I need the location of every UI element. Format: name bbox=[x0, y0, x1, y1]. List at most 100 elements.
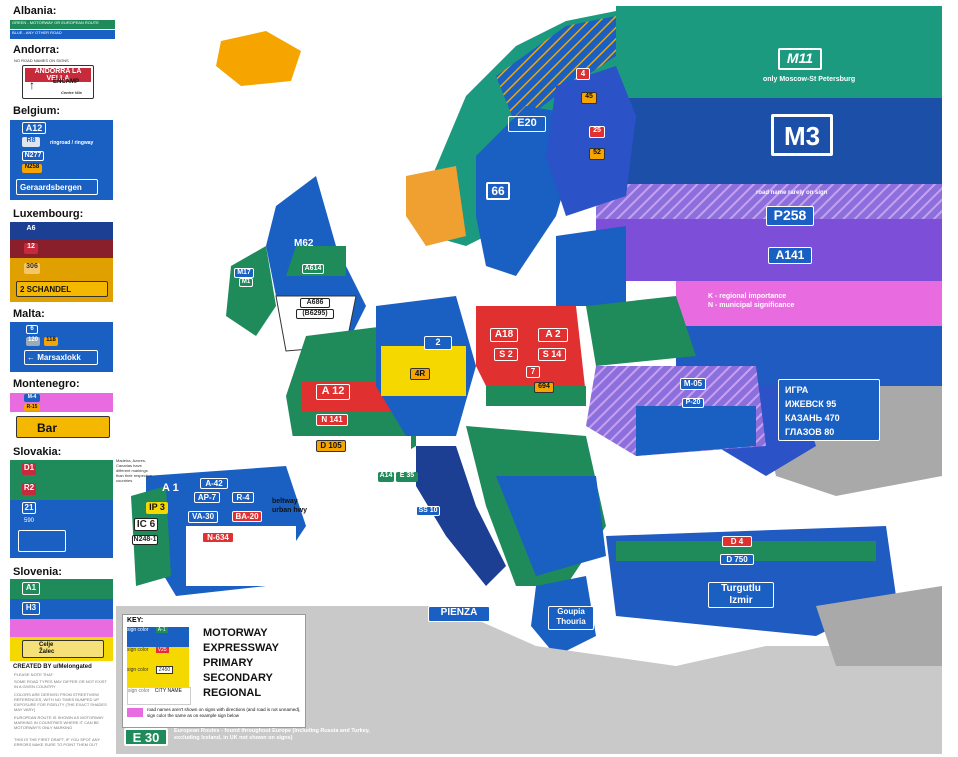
key-type-3: SECONDARY bbox=[203, 672, 273, 684]
key-row-1-example: V25 bbox=[155, 647, 169, 653]
slovakia-blue-swatch bbox=[10, 500, 113, 558]
key-row-0-example: A-1 bbox=[155, 627, 168, 633]
greece-thouria: Thouria bbox=[556, 617, 586, 626]
portugal-n248-label: N248-1 bbox=[132, 535, 158, 545]
luxembourg-cr-sign: 306 bbox=[24, 263, 40, 274]
andorra-sign: ANDORRA LA VELLA ENCAMP Centre Vila ↑ bbox=[22, 65, 94, 99]
luxembourg-title: Luxembourg: bbox=[13, 208, 84, 220]
belgium-direction-sign: Geraardsbergen bbox=[16, 179, 98, 195]
finland-shape bbox=[546, 66, 636, 216]
malta-panel bbox=[10, 322, 113, 372]
key-box: KEY: sign color A-1 sign color V25 sign … bbox=[122, 614, 306, 728]
slovakia-s-sign: 590 bbox=[24, 518, 35, 524]
luxembourg-a-sign: A6 bbox=[26, 225, 36, 232]
italy-ss10-label: SS 10 bbox=[416, 506, 440, 516]
france-d105-label: D 105 bbox=[316, 440, 346, 452]
note-3: EUROPEAN ROUTE IS SHOWN AS MOTORWAY MARK… bbox=[14, 715, 104, 730]
key-type-4: REGIONAL bbox=[203, 687, 262, 699]
montenegro-title: Montenegro: bbox=[13, 378, 80, 390]
portugal-ip3-label: IP 3 bbox=[146, 502, 168, 514]
malta-b2-sign: 118 bbox=[44, 337, 58, 346]
slovenia-dir1: Celje bbox=[39, 642, 54, 648]
credit: CREATED BY u/Melongated bbox=[13, 664, 92, 670]
russia-sign-line-0: ИГРА bbox=[785, 385, 809, 395]
key-type-1: EXPRESSWAY bbox=[203, 642, 280, 654]
albania-green-swatch: GREEN - MOTORWAY OR EUROPEAN ROUTE bbox=[10, 20, 115, 29]
slovakia-d-sign: D1 bbox=[22, 463, 36, 475]
turkey-d4-label: D 4 bbox=[722, 536, 752, 547]
finland-4-sign: 4 bbox=[576, 68, 590, 80]
middle-east-gray bbox=[816, 586, 942, 666]
italy-pienza-sign: PIENZA bbox=[428, 606, 490, 622]
france-white-band bbox=[291, 436, 411, 476]
malta-direction-text: Marsaxlokk bbox=[37, 353, 81, 362]
russia-k-note: K - regional importance bbox=[708, 293, 787, 300]
uk-b6295-label: (B6295) bbox=[296, 309, 334, 319]
norway-e20-sign: E20 bbox=[508, 116, 546, 132]
russia-sign-line-3: ГЛАЗОВ 80 bbox=[785, 427, 835, 437]
poland-s14-label: S 14 bbox=[538, 348, 566, 361]
montenegro-r-swatch bbox=[10, 403, 113, 412]
poland-s2-label: S 2 bbox=[494, 348, 518, 361]
ireland-m17-label: M17 bbox=[234, 268, 254, 278]
eroute-note: European Routes - found throughout Europ… bbox=[174, 728, 370, 741]
note-4: THIS IS THE FIRST DRAFT, IF YOU SPOT ANY… bbox=[14, 737, 101, 747]
france-n141-label: N 141 bbox=[316, 414, 348, 426]
luxembourg-motorway-swatch bbox=[10, 222, 113, 240]
finland-25-sign: 25 bbox=[589, 126, 605, 138]
russia-band-pink bbox=[676, 281, 942, 326]
note-0: PLEASE NOTE THAT: bbox=[14, 672, 54, 677]
spain-n634-label: N-634 bbox=[202, 532, 234, 543]
denmark-2-label: 2 bbox=[424, 336, 452, 350]
iceland-shape bbox=[216, 31, 301, 86]
arrow-up-icon: ↑ bbox=[29, 78, 35, 92]
malta-title: Malta: bbox=[13, 308, 45, 320]
switzerland-a14-label: A14 bbox=[378, 472, 394, 482]
finland-52-sign: 52 bbox=[589, 148, 605, 160]
poland-a2-label: A 2 bbox=[538, 328, 568, 342]
greece-goupia: Goupia bbox=[557, 607, 585, 616]
key-row-motorway: sign color A-1 bbox=[127, 627, 189, 647]
slovenia-title: Slovenia: bbox=[13, 566, 62, 578]
key-row-primary: sign color V25 bbox=[127, 647, 189, 667]
slovakia-title: Slovakia: bbox=[13, 446, 62, 458]
africa-gray bbox=[116, 606, 942, 754]
belarus-shape bbox=[586, 296, 696, 366]
russia-p258-sign: P258 bbox=[766, 206, 814, 226]
ireland-m1-label: M1 bbox=[239, 278, 253, 287]
spain-va30-label: VA-30 bbox=[188, 511, 218, 523]
spain-r4-label: R-4 bbox=[232, 492, 254, 503]
key-pink-swatch bbox=[127, 708, 143, 717]
malta-b1-sign: 120 bbox=[26, 337, 40, 346]
belgium-r-sign: R8 bbox=[22, 137, 40, 147]
key-row-regional: sign color CITY NAME bbox=[127, 687, 191, 705]
albania-title: Albania: bbox=[13, 5, 57, 17]
russia-n-note: N - municipal significance bbox=[708, 302, 795, 309]
key-pink-note: road names aren't shown on signs with di… bbox=[147, 707, 301, 718]
poland-green-band bbox=[486, 386, 586, 406]
baltics-shape bbox=[556, 226, 626, 306]
key-type-0: MOTORWAY bbox=[203, 627, 268, 639]
eroute-sign: E 30 bbox=[124, 728, 168, 746]
turkey-izmir: Izmir bbox=[729, 595, 753, 606]
montenegro-direction-sign: Bar bbox=[16, 416, 110, 438]
uk-a686-label: A686 bbox=[300, 298, 330, 308]
malta-a-sign: 6 bbox=[26, 325, 38, 334]
belgium-a-sign: A12 bbox=[22, 122, 46, 134]
montenegro-m-swatch bbox=[10, 393, 113, 403]
belgium-n2-sign: N258 bbox=[22, 164, 42, 173]
belgium-n1-sign: N277 bbox=[22, 151, 44, 161]
spain-ba20-label: BA-20 bbox=[232, 511, 262, 522]
poland-694-label: 694 bbox=[534, 382, 554, 393]
slovenia-dir2: Žalec bbox=[39, 649, 55, 655]
norway-south-orange bbox=[406, 166, 466, 246]
spain-beltway-note: beltway urban hwy bbox=[272, 497, 307, 515]
russia-sign-line-1: ИЖЕВСК 95 bbox=[785, 399, 837, 409]
poland-7-label: 7 bbox=[526, 366, 540, 378]
slovenia-h-sign: H3 bbox=[22, 602, 40, 615]
russia-sign-line-2: КАЗАНЬ 470 bbox=[785, 413, 840, 423]
albania-blue-swatch: BLUE - ANY OTHER ROAD bbox=[10, 30, 115, 39]
andorra-note: NO ROAD NAMES ON SIGNS bbox=[14, 58, 69, 63]
russia-band-navy bbox=[596, 98, 942, 184]
slovakia-direction-sign bbox=[18, 530, 66, 552]
